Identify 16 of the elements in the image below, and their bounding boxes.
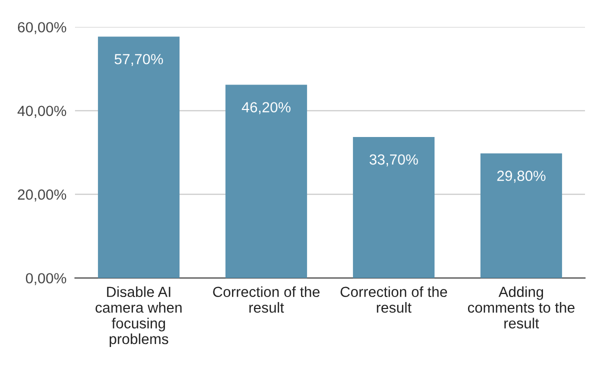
- bar: [352, 137, 435, 278]
- y-tick-label: 40,00%: [18, 106, 66, 118]
- data-label: 57,70%: [114, 54, 163, 66]
- bar: [480, 153, 562, 278]
- bar: [98, 36, 180, 278]
- data-label: 33,70%: [370, 154, 418, 166]
- data-label: 46,20%: [242, 102, 290, 114]
- x-tick-label: Disable AI camera when focusing problems: [96, 286, 182, 348]
- x-tick-label: Correction of the result: [340, 286, 448, 313]
- y-tick-label: 20,00%: [18, 189, 66, 202]
- y-tick-label: 60,00%: [18, 22, 66, 34]
- x-tick-label: Adding comments to the result: [468, 286, 575, 328]
- data-label: 29,80%: [497, 170, 546, 183]
- x-tick-label: Correction of the result: [213, 286, 320, 313]
- y-tick-label: 0,00%: [26, 273, 66, 286]
- bar: [225, 84, 308, 278]
